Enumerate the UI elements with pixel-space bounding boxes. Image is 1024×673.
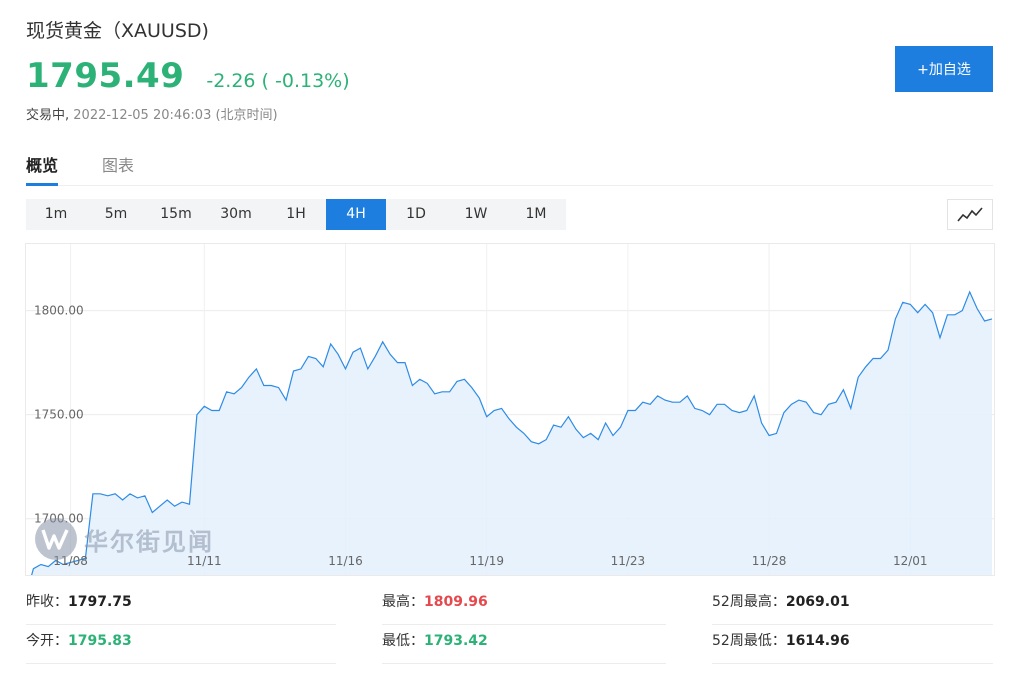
- period-1mo[interactable]: 1M: [525, 206, 547, 222]
- stat-label: 52周最低：: [712, 633, 786, 649]
- price-area: [31, 291, 992, 575]
- tab-overview[interactable]: 概览: [26, 150, 59, 186]
- stat-value: 2069.01: [785, 594, 850, 610]
- price-chart-svg: 1800.001750.001700.0011/0811/1111/1611/1…: [26, 244, 994, 575]
- stats-row: 今开：1795.83 最低：1793.42 52周最低：1614.96: [26, 625, 993, 664]
- stat-value: 1793.42: [424, 633, 488, 649]
- stat-label: 52周最高：: [712, 594, 786, 610]
- stat-low: 最低：1793.42: [382, 625, 666, 664]
- stat-52w-low: 52周最低：1614.96: [712, 625, 993, 664]
- price-line: [31, 290, 993, 575]
- stats-table: 昨收：1797.75 最高：1809.96 52周最高：2069.01 今开：1…: [26, 586, 993, 664]
- period-selector: 1m 5m 15m 30m 1H 4H 1D 1W 1M: [26, 199, 566, 230]
- stat-value: 1797.75: [68, 594, 132, 610]
- period-15m[interactable]: 15m: [160, 206, 192, 222]
- price-change: -2.26 ( -0.13%): [206, 70, 350, 92]
- status-text: 交易中,: [26, 108, 70, 123]
- stat-value: 1795.83: [68, 633, 132, 649]
- stat-label: 最高：: [382, 594, 424, 610]
- trading-status: 交易中, 2022-12-05 20:46:03 (北京时间): [26, 104, 278, 123]
- x-tick-label: 11/19: [469, 554, 504, 568]
- stat-value: 1809.96: [424, 594, 488, 610]
- x-tick-label: 11/16: [328, 554, 363, 568]
- x-tick-label: 11/11: [187, 554, 222, 568]
- y-tick-label: 1750.00: [34, 408, 84, 422]
- stat-label: 最低：: [382, 633, 424, 649]
- timestamp: 2022-12-05 20:46:03 (北京时间): [73, 108, 278, 123]
- period-1h[interactable]: 1H: [286, 206, 306, 222]
- chart-type-button[interactable]: [947, 199, 993, 230]
- x-tick-label: 11/23: [611, 554, 646, 568]
- period-30m[interactable]: 30m: [220, 206, 252, 222]
- period-5m[interactable]: 5m: [104, 206, 128, 222]
- x-tick-label: 12/01: [893, 554, 928, 568]
- stat-high: 最高：1809.96: [382, 586, 666, 625]
- price-row: 1795.49 -2.26 ( -0.13%): [26, 56, 350, 96]
- price-chart[interactable]: 1800.001750.001700.0011/0811/1111/1611/1…: [25, 243, 995, 576]
- period-1m[interactable]: 1m: [44, 206, 68, 222]
- period-1d[interactable]: 1D: [406, 206, 426, 222]
- stats-row: 昨收：1797.75 最高：1809.96 52周最高：2069.01: [26, 586, 993, 625]
- period-4h[interactable]: 4H: [326, 199, 386, 230]
- stat-open: 今开：1795.83: [26, 625, 336, 664]
- stat-label: 今开：: [26, 633, 68, 649]
- watermark-text: 华尔街见闻: [84, 526, 214, 556]
- y-tick-label: 1800.00: [34, 304, 84, 318]
- watermark: 华尔街见闻: [34, 517, 214, 561]
- stat-label: 昨收：: [26, 594, 68, 610]
- instrument-title: 现货黄金（XAUUSD): [26, 20, 209, 42]
- tab-bar: 概览 图表: [26, 150, 993, 186]
- stat-value: 1614.96: [785, 633, 850, 649]
- add-watchlist-button[interactable]: +加自选: [895, 46, 993, 92]
- tab-chart[interactable]: 图表: [102, 156, 135, 175]
- current-price: 1795.49: [26, 56, 185, 96]
- stat-52w-high: 52周最高：2069.01: [712, 586, 993, 625]
- period-1w[interactable]: 1W: [464, 206, 488, 222]
- x-tick-label: 11/28: [752, 554, 787, 568]
- line-chart-icon: [957, 206, 983, 222]
- wallstreetcn-logo-icon: [35, 518, 77, 560]
- stat-prev-close: 昨收：1797.75: [26, 586, 336, 625]
